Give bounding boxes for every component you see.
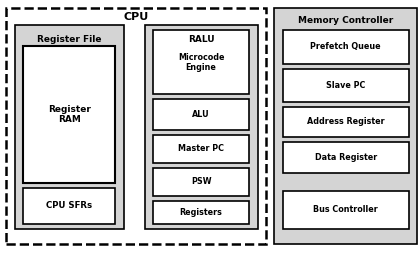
- Bar: [153, 99, 249, 130]
- Text: Prefetch Queue: Prefetch Queue: [310, 42, 381, 52]
- Bar: [283, 142, 409, 173]
- Text: Address Register: Address Register: [307, 117, 385, 126]
- Bar: [153, 30, 249, 94]
- Bar: [153, 201, 249, 224]
- Text: Register
RAM: Register RAM: [48, 105, 91, 124]
- Text: Bus Controller: Bus Controller: [313, 205, 378, 214]
- Text: CPU: CPU: [124, 11, 149, 22]
- Bar: [6, 8, 266, 244]
- Bar: [283, 190, 409, 229]
- Text: Master PC: Master PC: [178, 144, 224, 153]
- Bar: [15, 25, 124, 229]
- Bar: [145, 25, 258, 229]
- Text: CPU SFRs: CPU SFRs: [46, 201, 92, 210]
- Text: ALU: ALU: [192, 110, 210, 119]
- Text: Register File: Register File: [37, 35, 101, 44]
- Text: RALU: RALU: [188, 35, 215, 44]
- Bar: [283, 107, 409, 137]
- Text: PSW: PSW: [191, 177, 212, 186]
- Text: Microcode
Engine: Microcode Engine: [178, 53, 224, 72]
- Bar: [23, 188, 115, 224]
- Text: Data Register: Data Register: [315, 153, 377, 162]
- Bar: [153, 135, 249, 163]
- Text: Memory Controller: Memory Controller: [298, 16, 393, 25]
- Text: Registers: Registers: [180, 208, 222, 217]
- Bar: [283, 30, 409, 64]
- Bar: [23, 46, 115, 183]
- Bar: [274, 8, 417, 244]
- Bar: [153, 168, 249, 196]
- Text: Slave PC: Slave PC: [326, 81, 365, 90]
- Bar: [283, 69, 409, 102]
